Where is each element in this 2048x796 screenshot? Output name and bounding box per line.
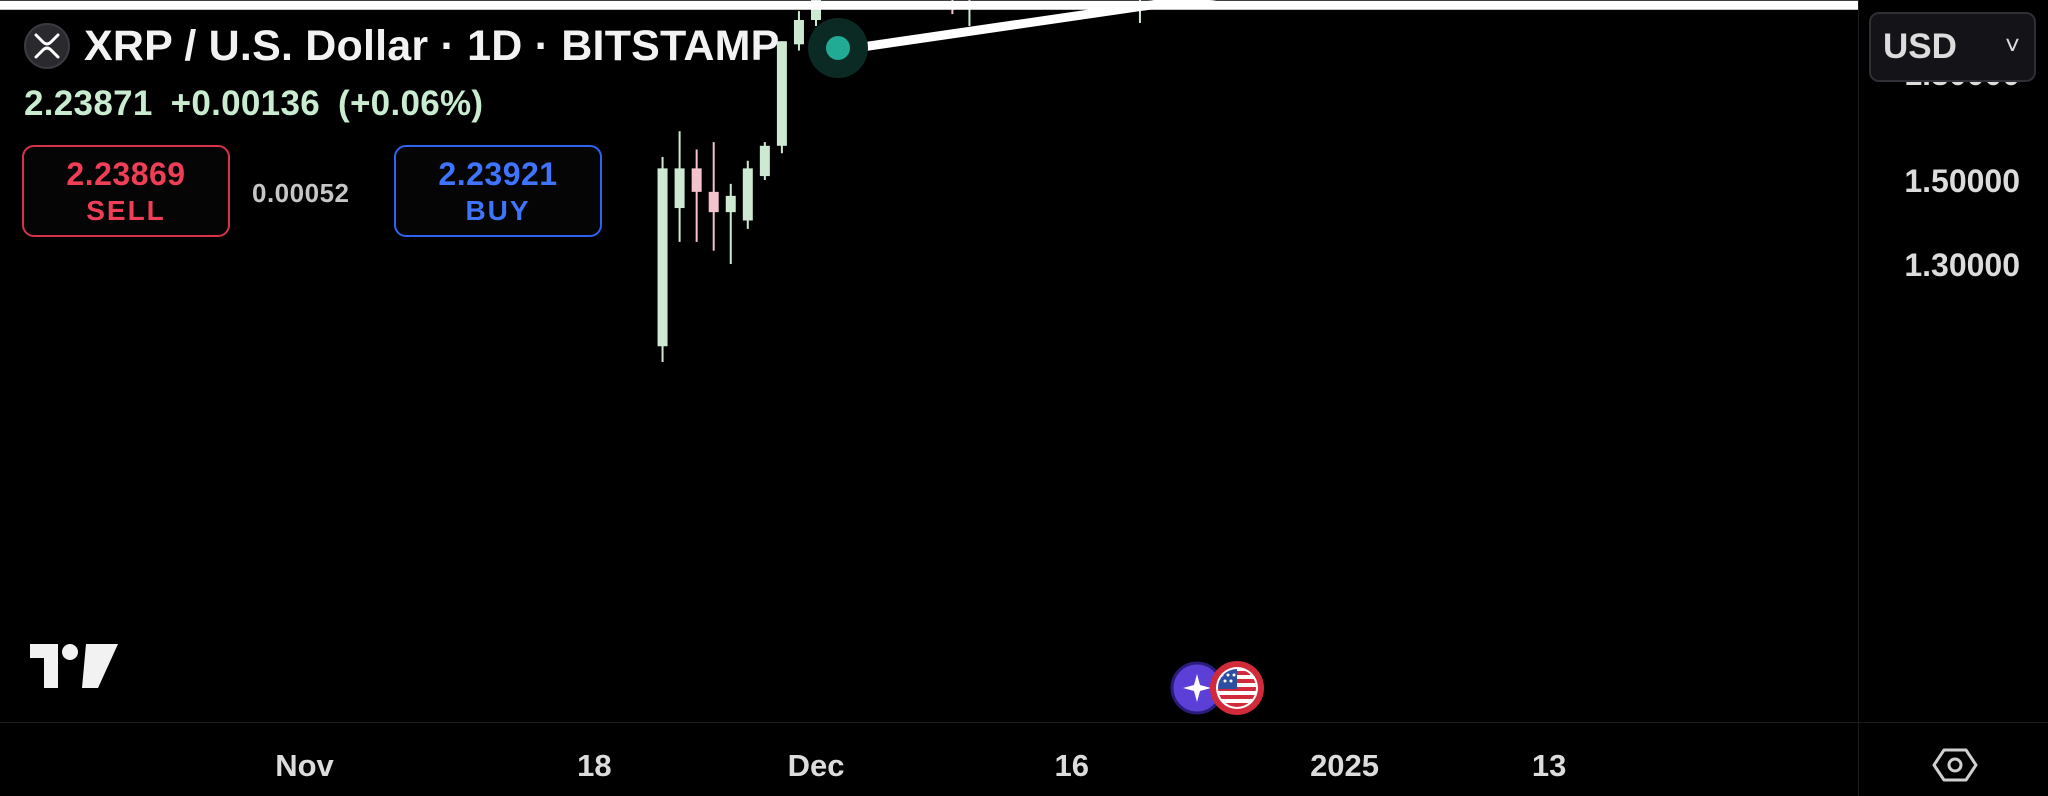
- us-flag-economic-event-icon[interactable]: [1210, 661, 1264, 715]
- triangle-trend-line[interactable]: [811, 0, 1566, 59]
- price-change-percent: (+0.06%): [337, 84, 484, 123]
- quote-line: 2.23871 +0.00136 (+0.06%): [24, 84, 501, 124]
- market-status-indicator[interactable]: [808, 18, 868, 78]
- last-price: 2.23871: [24, 84, 153, 123]
- symbol-title[interactable]: XRP / U.S. Dollar · 1D · BITSTAMP: [84, 21, 780, 70]
- candle[interactable]: [708, 142, 719, 251]
- candle-body: [759, 145, 770, 177]
- candle[interactable]: [793, 11, 804, 51]
- buy-button[interactable]: 2.23921 BUY: [394, 145, 602, 237]
- spread-value: 0.00052: [252, 178, 350, 208]
- candle[interactable]: [657, 156, 668, 363]
- x-axis-tick-label: 13: [1532, 748, 1566, 783]
- tradingview-logo-icon[interactable]: [28, 640, 120, 692]
- sell-price: 2.23869: [66, 155, 186, 192]
- candle[interactable]: [811, 0, 821, 26]
- candle[interactable]: [691, 149, 702, 242]
- x-axis-tick-label: Nov: [275, 748, 334, 783]
- price-chart[interactable]: [0, 0, 1858, 722]
- currency-select[interactable]: USD ˅: [1869, 12, 2036, 82]
- x-axis-tick-label: 16: [1055, 748, 1089, 783]
- candle[interactable]: [759, 142, 770, 180]
- candle[interactable]: [725, 183, 736, 264]
- y-axis-tick-label: 1.30000: [1904, 247, 2020, 283]
- y-axis-tick-label: 1.50000: [1904, 163, 2020, 199]
- x-axis-tick-label: Dec: [788, 748, 845, 783]
- candle-body: [742, 168, 753, 221]
- candle[interactable]: [742, 160, 753, 229]
- chart-area[interactable]: [0, 0, 1858, 722]
- candle-body: [776, 41, 787, 146]
- buy-label: BUY: [465, 194, 531, 226]
- candle[interactable]: [776, 41, 787, 154]
- market-open-dot-icon: [826, 36, 850, 60]
- candle-body: [708, 191, 719, 213]
- buy-price: 2.23921: [438, 155, 558, 192]
- chart-header: XRP / U.S. Dollar · 1D · BITSTAMP: [24, 22, 779, 70]
- chevron-down-icon: ˅: [2004, 29, 2020, 60]
- price-change: +0.00136: [170, 84, 320, 123]
- time-axis-separator: [0, 722, 2048, 723]
- candle-body: [674, 168, 685, 209]
- candle-body: [691, 168, 702, 192]
- currency-label: USD: [1883, 27, 1957, 66]
- sell-label: SELL: [86, 194, 166, 226]
- candle-body: [793, 19, 804, 45]
- chart-settings-icon[interactable]: [1932, 742, 1978, 788]
- xrp-logo-icon[interactable]: [24, 23, 70, 69]
- x-axis-tick-label: 2025: [1310, 748, 1379, 783]
- sell-button[interactable]: 2.23869 SELL: [22, 145, 230, 237]
- candle-body: [811, 0, 821, 20]
- candle[interactable]: [674, 131, 685, 242]
- price-axis-separator: [1858, 0, 1859, 796]
- candle-body: [725, 195, 736, 213]
- x-axis-tick-label: 18: [577, 748, 611, 783]
- chart-events[interactable]: [1170, 660, 1270, 720]
- candle-body: [657, 168, 668, 347]
